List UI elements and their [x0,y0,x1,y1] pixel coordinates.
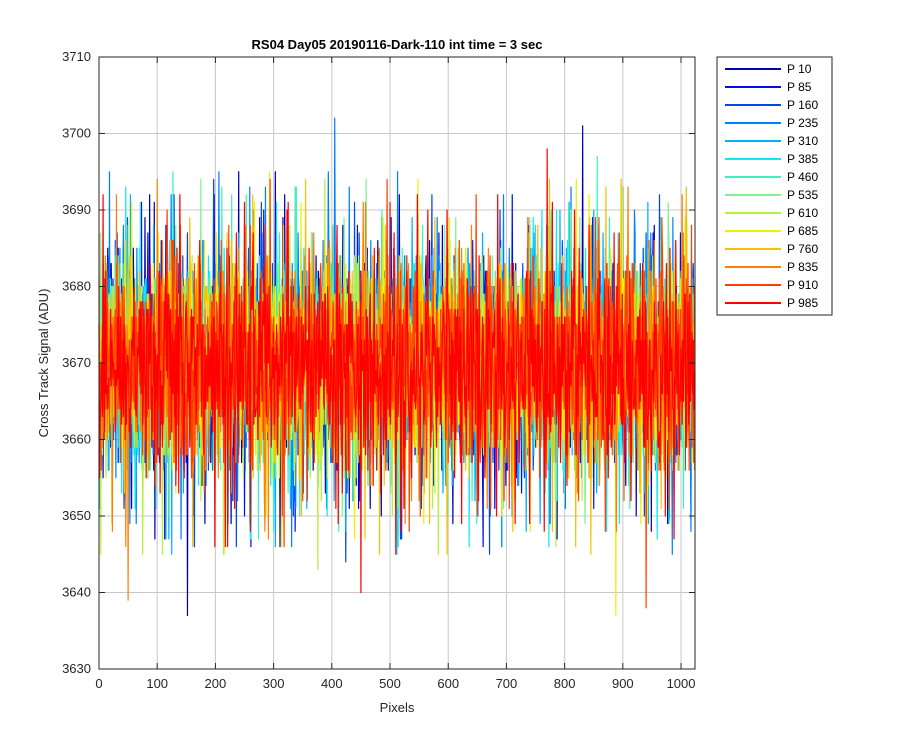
x-tick-label: 200 [205,676,227,691]
legend-entry: P 910 [787,278,818,292]
x-tick-label: 500 [379,676,401,691]
y-tick-label: 3710 [62,49,91,64]
x-tick-label: 800 [554,676,576,691]
legend-entry: P 85 [787,80,812,94]
series-layer [98,117,696,617]
legend-entry: P 610 [787,206,818,220]
x-tick-label: 0 [95,676,102,691]
y-tick-label: 3690 [62,202,91,217]
legend-entry: P 460 [787,170,818,184]
y-tick-label: 3640 [62,585,91,600]
x-tick-label: 1000 [667,676,696,691]
legend-entry: P 535 [787,188,818,202]
y-tick-label: 3650 [62,508,91,523]
chart-title: RS04 Day05 20190116-Dark-110 int time = … [252,37,543,52]
legend-entry: P 10 [787,62,812,76]
x-tick-label: 400 [321,676,343,691]
legend-entry: P 235 [787,116,818,130]
legend-entry: P 310 [787,134,818,148]
x-tick-label: 700 [496,676,518,691]
y-tick-label: 3700 [62,126,91,141]
y-tick-label: 3670 [62,355,91,370]
x-tick-label: 900 [612,676,634,691]
legend: P 10 P 85 P 160 P 235 P 310 P 385 P 460 P 535 P … [716,56,833,316]
legend-entry: P 985 [787,296,818,310]
series-line [98,148,696,594]
legend-entry: P 760 [787,242,818,256]
legend-entry: P 835 [787,260,818,274]
y-tick-label: 3660 [62,432,91,447]
legend-box [716,56,833,316]
y-tick-label: 3630 [62,661,91,676]
ticks: 0 100 200 300 400 500 600 700 800 900 1000 3630 3640… [62,49,695,691]
y-tick-label: 3680 [62,279,91,294]
x-tick-label: 600 [437,676,459,691]
legend-entry: P 685 [787,224,818,238]
x-axis-label: Pixels [380,700,415,715]
x-tick-label: 100 [146,676,168,691]
legend-entry: P 385 [787,152,818,166]
legend-entry: P 160 [787,98,818,112]
x-tick-label: 300 [263,676,285,691]
y-axis-label: Cross Track Signal (ADU) [36,289,51,438]
